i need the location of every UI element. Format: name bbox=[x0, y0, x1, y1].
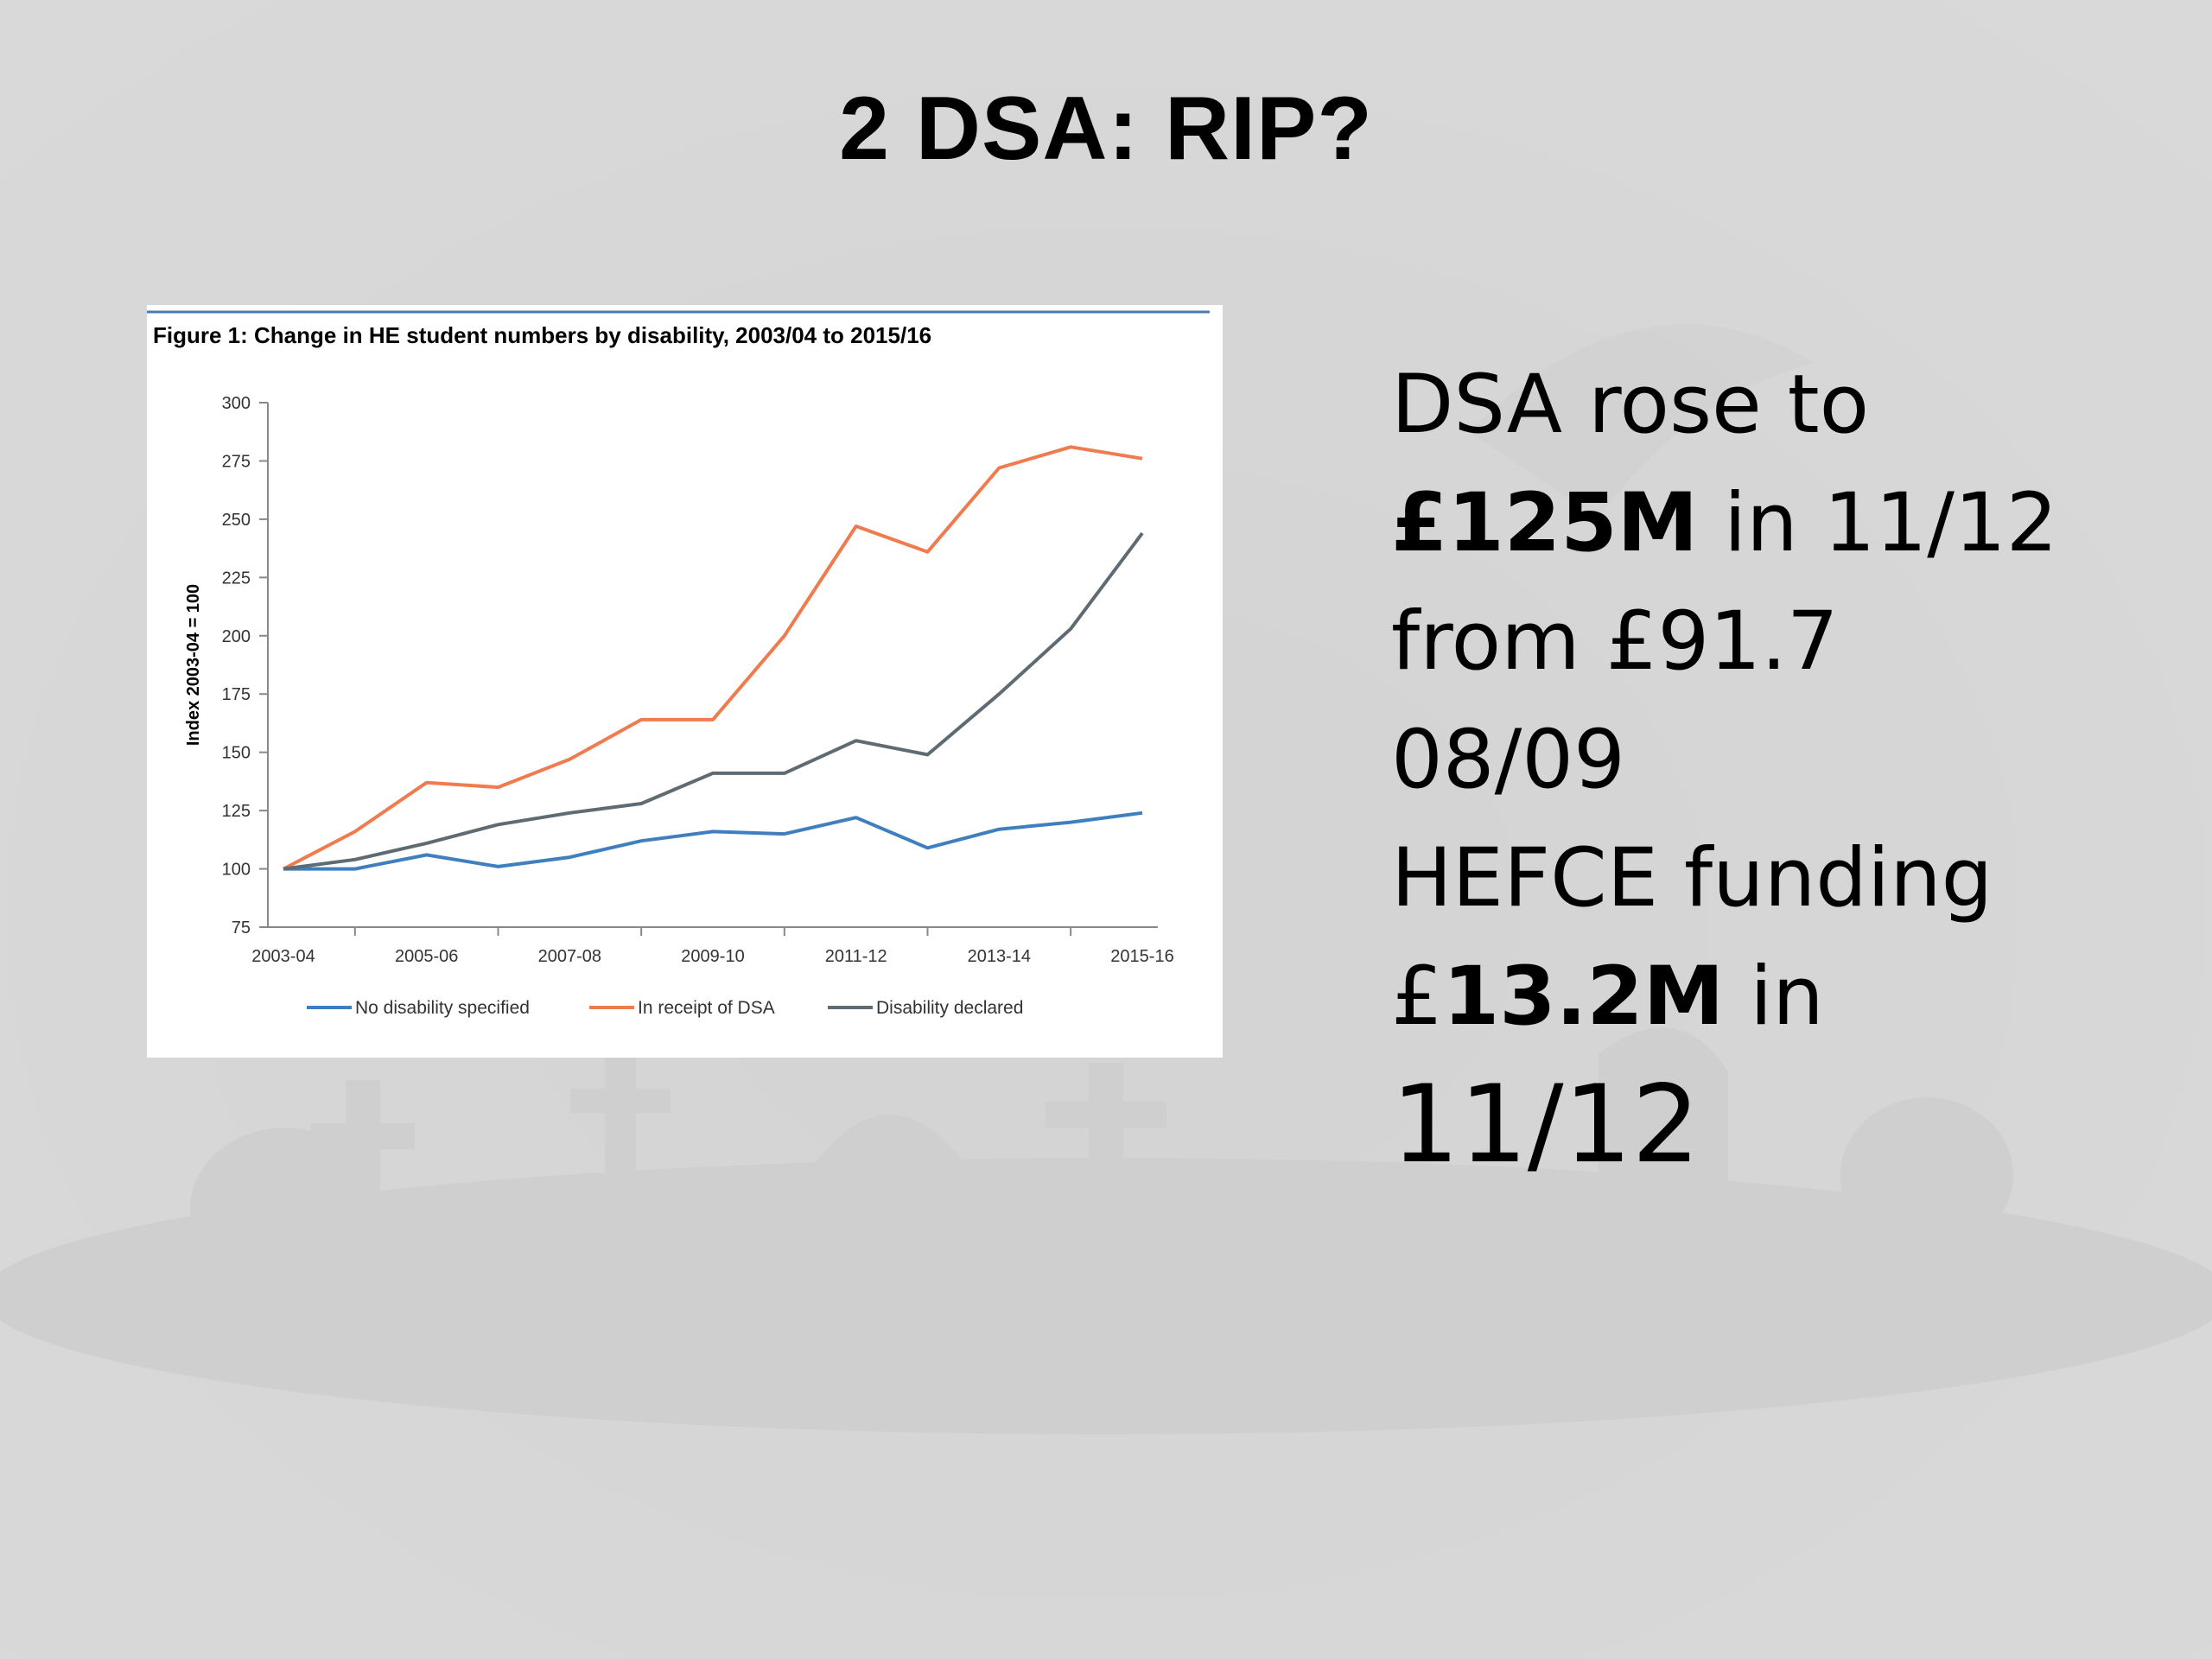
dsa-amount-bold: £125M bbox=[1391, 476, 1699, 570]
x-tick-label: 2013-14 bbox=[968, 947, 1031, 966]
y-tick-label: 200 bbox=[222, 627, 251, 646]
y-tick-label: 250 bbox=[222, 511, 251, 530]
dsa-rose-text: DSA rose to bbox=[1391, 358, 1870, 452]
y-tick-label: 100 bbox=[222, 861, 251, 880]
side-text-block: DSA rose to £125M in 11/12 from £91.7 08… bbox=[1391, 346, 2169, 1194]
hefce-amount-bold: 13.2M bbox=[1442, 950, 1725, 1044]
y-tick-label: 150 bbox=[222, 744, 251, 763]
from-amount-text: from £91.7 bbox=[1391, 594, 1839, 689]
x-tick-label: 2015-16 bbox=[1110, 947, 1173, 966]
legend-label-1: In receipt of DSA bbox=[638, 998, 775, 1018]
series-line-1 bbox=[283, 445, 1143, 871]
side-text-line-3: from £91.7 bbox=[1391, 582, 2169, 701]
legend-label-0: No disability specified bbox=[355, 998, 530, 1018]
side-text-line-6: £13.2M in bbox=[1391, 938, 2169, 1056]
series-line-0 bbox=[283, 810, 1143, 871]
y-axis-label: Index 2003-04 = 100 bbox=[184, 584, 203, 746]
side-text-line-7: 11/12 bbox=[1391, 1056, 2169, 1194]
y-tick-label: 275 bbox=[222, 452, 251, 471]
chart-figure: Figure 1: Change in HE student numbers b… bbox=[147, 305, 1223, 1058]
hefce-in-text: in bbox=[1724, 950, 1824, 1044]
x-tick-label: 2005-06 bbox=[395, 947, 458, 966]
y-tick-label: 175 bbox=[222, 685, 251, 704]
hefce-year-text: 11/12 bbox=[1391, 1063, 1700, 1187]
y-tick-label: 125 bbox=[222, 802, 251, 821]
x-tick-label: 2009-10 bbox=[681, 947, 744, 966]
y-tick-label: 300 bbox=[222, 394, 251, 413]
from-year-text: 08/09 bbox=[1391, 713, 1625, 807]
plot-area: 75 100 125 150 175 200 225 250 275 300 2003-04 2005… bbox=[222, 394, 1174, 1018]
chart-title: Figure 1: Change in HE student numbers b… bbox=[153, 322, 931, 348]
x-tick-label: 2011-12 bbox=[825, 947, 887, 966]
x-tick-label: 2003-04 bbox=[251, 947, 315, 966]
y-tick-label: 75 bbox=[232, 918, 251, 938]
side-text-line-1: DSA rose to bbox=[1391, 346, 2169, 464]
line-chart: Figure 1: Change in HE student numbers b… bbox=[147, 310, 1210, 1018]
legend-label-2: Disability declared bbox=[876, 998, 1023, 1018]
slide-title: 2 DSA: RIP? bbox=[839, 79, 1373, 179]
y-tick-label: 225 bbox=[222, 569, 251, 588]
side-text-line-4: 08/09 bbox=[1391, 701, 2169, 819]
hefce-funding-text: HEFCE funding bbox=[1391, 831, 1993, 925]
side-text-line-2: £125M in 11/12 bbox=[1391, 464, 2169, 582]
side-text-line-5: HEFCE funding bbox=[1391, 819, 2169, 938]
x-tick-label: 2007-08 bbox=[538, 947, 601, 966]
series-line-2 bbox=[283, 531, 1144, 871]
dsa-year-text: in 11/12 bbox=[1698, 476, 2058, 570]
pound-sign-text: £ bbox=[1391, 950, 1443, 1044]
